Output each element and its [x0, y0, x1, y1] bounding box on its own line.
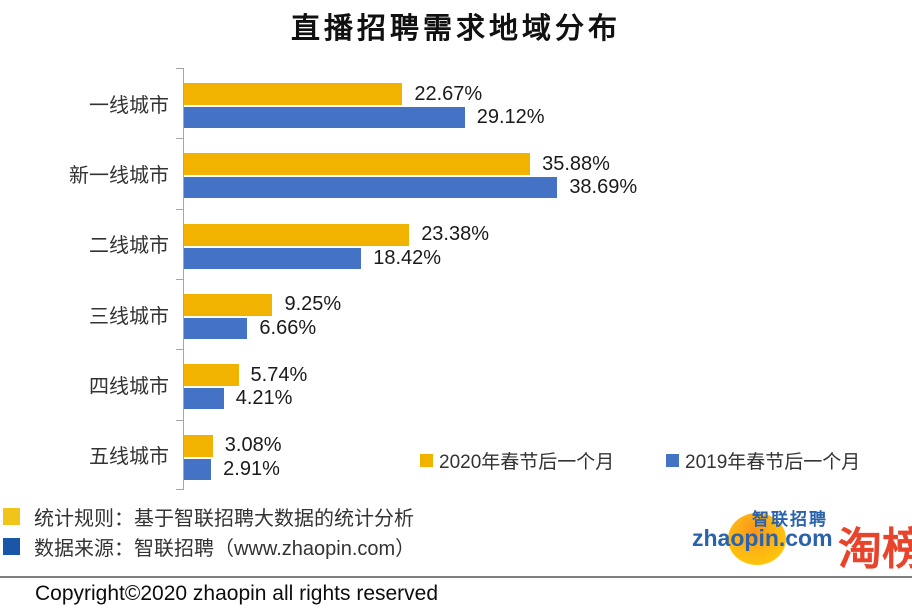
axis-tick — [176, 138, 183, 139]
category-label: 二线城市 — [89, 235, 169, 258]
bar-group: 22.67% 29.12% — [183, 68, 912, 138]
chart-row: 三线城市 9.25% 6.66% — [0, 279, 912, 349]
footnote-text: 数据来源：智联招聘（www.zhaopin.com） — [34, 537, 416, 560]
chart-row: 五线城市 3.08% 2.91% — [0, 420, 912, 490]
chart-row: 四线城市 5.74% 4.21% — [0, 349, 912, 419]
axis-tick — [176, 209, 183, 210]
axis-tick — [176, 349, 183, 350]
category-label: 一线城市 — [89, 94, 169, 117]
category-label: 新一线城市 — [69, 164, 169, 187]
value-label: 23.38% — [421, 223, 490, 246]
bar-2019年春节后一个月 — [183, 107, 465, 128]
bar-2019年春节后一个月 — [183, 458, 212, 480]
category-label: 五线城市 — [89, 446, 169, 469]
value-label: 22.67% — [414, 82, 483, 105]
legend-item-2020: 2020年春节后一个月 — [420, 447, 614, 474]
bar-2019年春节后一个月 — [183, 317, 248, 339]
axis-tick — [176, 68, 183, 69]
chart-row: 二线城市 23.38% 18.42% — [0, 209, 912, 279]
footnotes: 统计规则：基于智联招聘大数据的统计分析 数据来源：智联招聘（www.zhaopin… — [3, 501, 415, 561]
y-axis-line — [183, 68, 184, 490]
bar-2019年春节后一个月 — [183, 247, 362, 269]
value-label: 38.69% — [569, 176, 638, 199]
value-label: 29.12% — [476, 106, 545, 128]
bottom-divider — [0, 576, 912, 578]
axis-tick — [176, 279, 183, 280]
footnote-row: 统计规则：基于智联招聘大数据的统计分析 — [3, 501, 415, 531]
value-label: 2.91% — [223, 457, 280, 480]
value-label: 18.42% — [373, 246, 442, 269]
value-label: 5.74% — [250, 363, 308, 386]
category-label: 四线城市 — [89, 375, 169, 398]
value-label: 35.88% — [542, 152, 610, 175]
zhaopin-logo-en-text: zhaopin.com — [692, 525, 833, 551]
footnote-swatch-icon — [3, 537, 20, 555]
chart-rows: 一线城市 22.67% 29.12% 新一线城市 35.88% 38.69% 二线城市 23.… — [0, 68, 912, 490]
legend-swatch-2020 — [420, 454, 433, 467]
legend-item-2019: 2019年春节后一个月 — [666, 447, 860, 474]
value-label: 3.08% — [224, 434, 282, 457]
zhaopin-logo-blob-icon — [728, 513, 786, 565]
footnote-swatch-icon — [3, 507, 20, 525]
value-label: 6.66% — [259, 316, 317, 339]
bar-2020年春节后一个月 — [183, 223, 410, 246]
value-label: 4.21% — [235, 387, 293, 410]
bar-group: 35.88% 38.69% — [183, 138, 912, 208]
legend-swatch-2019 — [666, 454, 679, 467]
zhaopin-logo: 智联招聘 zhaopin.com — [690, 503, 838, 569]
bar-group: 5.74% 4.21% — [183, 349, 912, 419]
bar-group: 23.38% 18.42% — [183, 209, 912, 279]
bar-group: 9.25% 6.66% — [183, 279, 912, 349]
bar-2020年春节后一个月 — [183, 293, 273, 316]
value-label: 9.25% — [284, 293, 342, 316]
bar-group: 3.08% 2.91% — [183, 420, 912, 490]
taobangdan-logo: 淘榜单 — [838, 525, 912, 574]
footnote-text: 统计规则：基于智联招聘大数据的统计分析 — [34, 507, 414, 530]
chart-row: 新一线城市 35.88% 38.69% — [0, 138, 912, 208]
footnote-row: 数据来源：智联招聘（www.zhaopin.com） — [3, 531, 415, 561]
bar-chart: 一线城市 22.67% 29.12% 新一线城市 35.88% 38.69% 二线城市 23.… — [0, 68, 912, 490]
axis-tick — [176, 420, 183, 421]
bar-2020年春节后一个月 — [183, 434, 213, 457]
chart-row: 一线城市 22.67% 29.12% — [0, 68, 912, 138]
bar-2020年春节后一个月 — [183, 153, 531, 176]
chart-title: 直播招聘需求地域分布 — [290, 13, 621, 45]
legend-label-2020: 2020年春节后一个月 — [439, 452, 615, 473]
copyright-text: Copyright©2020 zhaopin all rights reserv… — [35, 582, 439, 605]
bar-2019年春节后一个月 — [183, 388, 224, 410]
bar-2020年春节后一个月 — [183, 364, 239, 387]
bar-2020年春节后一个月 — [183, 83, 403, 105]
bar-2019年春节后一个月 — [183, 177, 558, 199]
category-label: 三线城市 — [89, 305, 169, 328]
axis-tick — [176, 489, 183, 490]
zhaopin-logo-cn-text: 智联招聘 — [752, 510, 828, 529]
legend-label-2019: 2019年春节后一个月 — [685, 452, 861, 473]
